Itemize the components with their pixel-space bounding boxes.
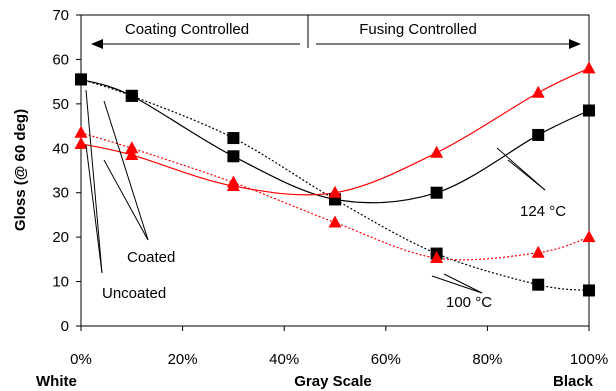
y-tick-label: 40: [52, 140, 69, 157]
triangle-marker: [125, 141, 139, 154]
y-tick-label: 50: [52, 96, 69, 113]
square-marker: [532, 278, 545, 291]
coating-arrow-head: [91, 39, 103, 49]
coated-label: Coated: [127, 249, 175, 266]
x-axis-left-label: White: [36, 373, 77, 390]
triangle-marker: [328, 215, 342, 228]
triangle-marker: [430, 145, 444, 158]
y-axis-ticks: 0 10 20 30 40 50 60 70: [52, 7, 81, 335]
x-tick-label: 40%: [269, 351, 299, 368]
square-marker: [583, 104, 595, 117]
x-axis-ticks: 0% 20% 40% 60% 80% 100%: [70, 326, 608, 368]
square-marker: [227, 150, 240, 163]
x-tick-label: 20%: [168, 351, 198, 368]
y-tick-label: 30: [52, 185, 69, 202]
y-tick-label: 20: [52, 229, 69, 246]
triangle-marker: [74, 136, 88, 149]
y-axis-label: Gloss (@ 60 deg): [12, 109, 29, 231]
x-tick-label: 80%: [472, 351, 502, 368]
triangle-marker: [582, 230, 596, 243]
series-markers: [74, 61, 596, 297]
fusing-controlled-label: Fusing Controlled: [359, 21, 477, 38]
fusing-arrow-head: [569, 39, 581, 49]
square-marker: [583, 284, 595, 297]
square-marker: [125, 89, 138, 102]
y-tick-label: 60: [52, 51, 69, 68]
x-tick-label: 60%: [371, 351, 401, 368]
triangle-marker: [328, 185, 342, 198]
series-line-1: [80, 78, 590, 292]
triangle-marker: [226, 175, 240, 188]
y-tick-label: 0: [61, 318, 69, 335]
triangle-marker: [531, 85, 545, 98]
x-tick-label: 0%: [70, 351, 92, 368]
coating-controlled-label: Coating Controlled: [125, 21, 249, 38]
square-marker: [430, 186, 443, 199]
plot-area: [80, 14, 590, 327]
triangle-marker: [74, 125, 88, 138]
x-tick-label: 100%: [570, 351, 608, 368]
x-axis-right-label: Black: [553, 373, 594, 390]
temp-124-label: 124 °C: [520, 203, 566, 220]
square-marker: [75, 73, 87, 86]
triangle-marker: [582, 61, 596, 74]
y-tick-label: 10: [52, 274, 69, 291]
triangle-marker: [430, 251, 444, 264]
x-axis-label: Gray Scale: [294, 373, 372, 390]
annotation-leaders: [85, 89, 546, 294]
series-line-2: [80, 67, 590, 196]
y-tick-label: 70: [52, 7, 69, 24]
series-line-0: [80, 78, 590, 204]
uncoated-label: Uncoated: [102, 285, 166, 302]
square-marker: [227, 132, 240, 145]
square-marker: [532, 128, 545, 141]
triangle-marker: [125, 147, 139, 160]
temp-100-label: 100 °C: [446, 294, 492, 311]
triangle-marker: [531, 245, 545, 258]
